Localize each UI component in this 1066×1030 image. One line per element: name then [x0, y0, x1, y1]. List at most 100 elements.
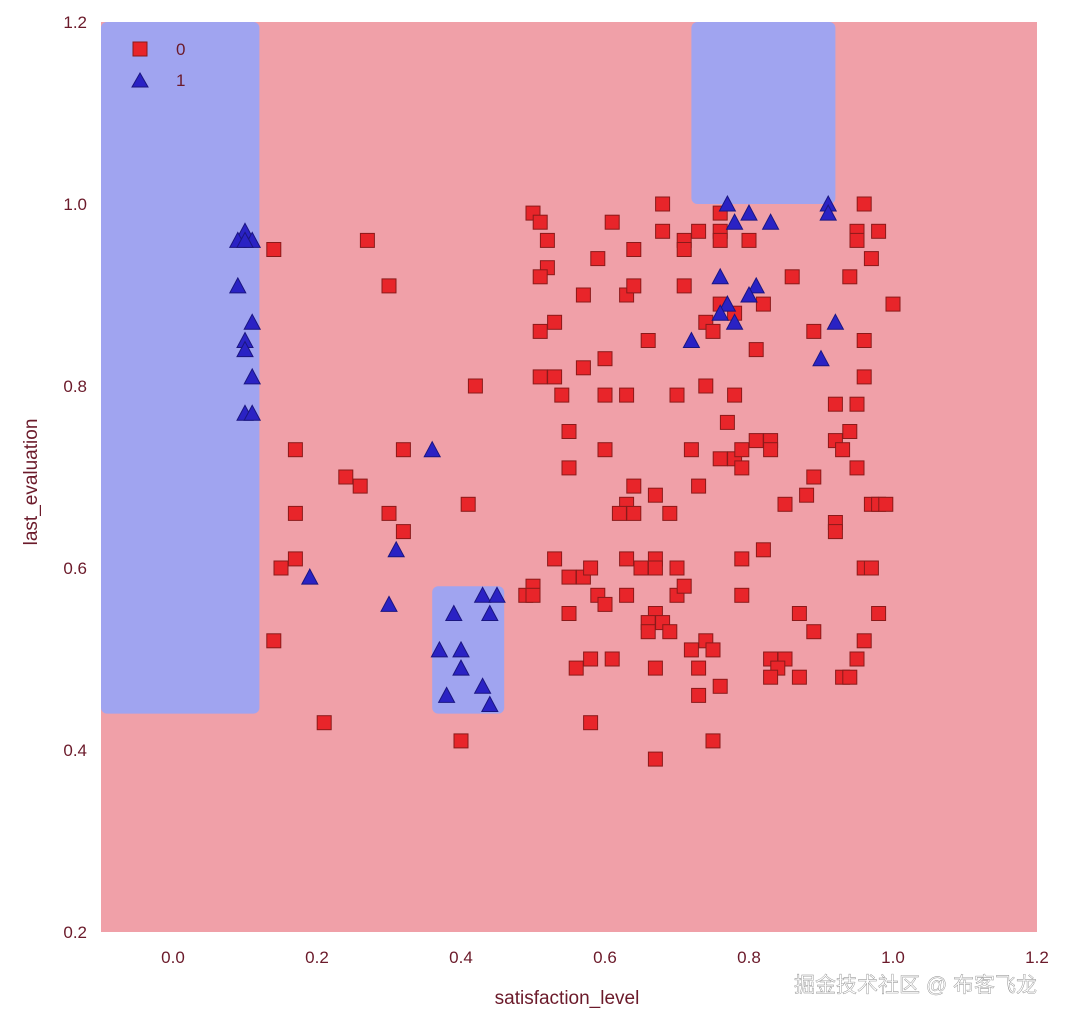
class-1-point — [747, 276, 766, 294]
class-0-point — [669, 560, 685, 576]
class-0-point — [597, 596, 613, 612]
class-0-point — [705, 323, 721, 339]
y-axis-ticks: 0.2 0.4 0.6 0.8 1.0 1.2 — [63, 13, 87, 942]
class-1-point — [711, 304, 730, 321]
class-0-point — [662, 624, 678, 640]
class-1-point — [243, 313, 262, 330]
class-0-point — [633, 560, 649, 576]
class-0-point — [712, 678, 728, 694]
class-0-point — [734, 460, 750, 476]
class-0-point — [561, 569, 577, 585]
class-0-point — [611, 505, 627, 521]
class-1-point — [682, 331, 701, 348]
class-0-point — [676, 278, 692, 294]
class-0-point — [734, 551, 750, 567]
class-0-point — [676, 242, 692, 257]
class-0-point — [453, 733, 469, 749]
class-1-point — [725, 313, 744, 330]
class-0-point — [849, 232, 865, 248]
class-0-point — [532, 369, 548, 385]
class-1-point — [819, 204, 838, 221]
class-1-point — [718, 295, 737, 312]
class-0-point — [539, 232, 555, 248]
class-0-point — [849, 396, 865, 412]
class-1-region — [691, 22, 836, 204]
class-1-point — [437, 686, 456, 703]
class-0-point — [547, 551, 563, 567]
class-0-point — [395, 442, 411, 458]
x-tick-label: 0.4 — [449, 948, 473, 967]
x-tick-label: 1.2 — [1025, 948, 1049, 967]
class-0-point — [655, 196, 671, 212]
class-1-point — [718, 194, 737, 212]
class-0-point — [597, 387, 613, 403]
class-0-point — [647, 487, 663, 503]
class-0-point — [287, 551, 303, 567]
x-axis-label: satisfaction_level — [495, 988, 640, 1009]
class-1-point — [430, 640, 449, 658]
class-0-point — [676, 578, 692, 594]
x-tick-label: 0.0 — [161, 948, 185, 967]
legend-marker-0 — [132, 41, 148, 57]
class-0-point — [547, 314, 563, 330]
class-0-point — [871, 606, 887, 621]
class-0-point — [885, 296, 901, 312]
class-1-point — [300, 568, 319, 585]
class-0-point — [683, 642, 699, 658]
class-0-point — [597, 442, 613, 458]
class-0-point — [856, 333, 872, 348]
class-0-point — [266, 242, 282, 257]
class-0-point — [791, 669, 807, 685]
class-0-point — [863, 251, 879, 267]
class-0-point — [575, 360, 591, 376]
class-0-point — [395, 524, 411, 540]
class-0-point — [734, 442, 750, 458]
class-0-point — [835, 442, 851, 458]
class-0-point — [705, 733, 721, 749]
class-0-point — [669, 387, 685, 403]
class-1-point — [473, 586, 492, 603]
class-0-point — [316, 715, 332, 731]
y-axis-label: last_evaluation — [21, 419, 42, 546]
watermark: 掘金技术社区 @ 布客飞龙 — [794, 974, 1037, 997]
class-1-point — [387, 540, 406, 558]
y-tick-label: 1.0 — [63, 195, 87, 214]
class-0-point — [683, 442, 699, 458]
class-0-point — [640, 624, 656, 640]
class-0-point — [849, 460, 865, 476]
y-tick-label: 0.6 — [63, 559, 87, 578]
class-0-point — [583, 715, 599, 731]
class-0-point — [698, 378, 714, 394]
class-0-point — [547, 369, 563, 385]
class-1-point — [243, 404, 262, 421]
class-0-point — [467, 378, 483, 394]
x-tick-label: 0.6 — [593, 948, 617, 967]
decision-regions — [101, 22, 836, 714]
class-0-point — [691, 687, 707, 703]
class-0-point — [532, 269, 548, 285]
class-1-point — [452, 659, 470, 676]
class-0-point — [784, 269, 800, 285]
y-tick-label: 0.4 — [63, 741, 87, 760]
class-1-region — [101, 22, 260, 714]
y-tick-label: 0.2 — [63, 923, 87, 942]
class-0-point — [287, 505, 303, 521]
class-1-point — [444, 604, 463, 621]
class-0-point — [561, 460, 577, 476]
class-0-point — [705, 642, 721, 658]
class-0-point — [806, 624, 822, 640]
y-tick-label: 1.2 — [63, 13, 87, 32]
class-0-point — [525, 587, 541, 603]
data-points — [228, 194, 901, 767]
class-0-point — [748, 433, 764, 449]
class-0-point — [842, 424, 858, 439]
class-0-point — [597, 351, 613, 367]
class-0-point — [640, 333, 656, 348]
class-1-point — [228, 276, 247, 294]
class-0-point — [561, 424, 577, 439]
class-0-point — [719, 414, 735, 430]
class-0-point — [712, 451, 728, 467]
class-0-point — [741, 232, 757, 248]
class-0-point — [575, 287, 591, 303]
